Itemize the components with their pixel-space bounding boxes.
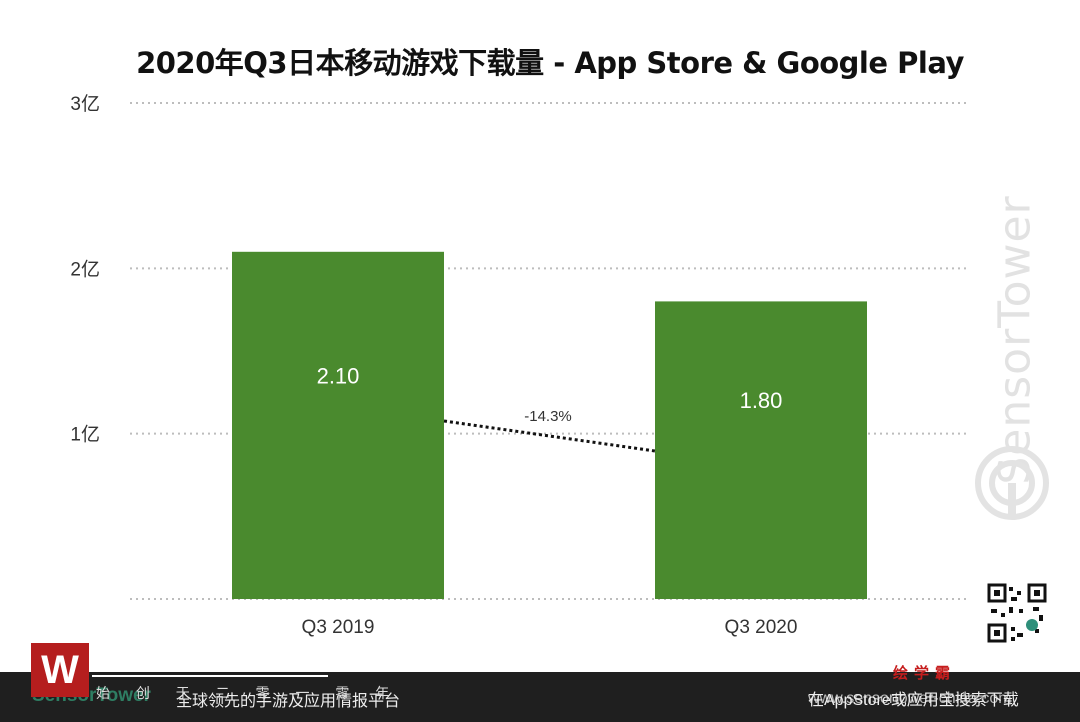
bar-value-label: 1.80	[740, 388, 783, 413]
sensortower-watermark-icon	[975, 446, 1049, 520]
qr-code-icon	[987, 583, 1047, 663]
y-tick-label: 3亿	[70, 93, 100, 115]
change-label: -14.3%	[524, 408, 572, 425]
brand-name: 绘学霸	[893, 665, 957, 682]
bar	[232, 251, 444, 600]
x-axis-labels: Q3 2019 Q3 2020	[302, 617, 798, 638]
footer-founded-text: 始 创 于 二 零 一 零 年	[96, 685, 401, 701]
change-line	[443, 419, 656, 453]
y-tick-label: 2亿	[70, 258, 100, 280]
brand-badge: W	[31, 643, 89, 697]
footer-bar	[0, 672, 1080, 722]
brand-underline	[92, 675, 328, 677]
x-tick-label: Q3 2020	[725, 617, 798, 638]
footer-download-text: 在AppStore或应用宝搜索下载	[808, 692, 1019, 709]
x-tick-label: Q3 2019	[302, 617, 375, 638]
watermark-text: SensorTower	[989, 195, 1041, 485]
bars: 2.10 1.80	[232, 251, 867, 600]
change-annotation: -14.3%	[443, 408, 656, 453]
chart-title: 2020年Q3日本移动游戏下载量 - App Store & Google Pl…	[136, 46, 964, 80]
y-tick-label: 1亿	[70, 424, 100, 446]
footer-url: www.sensortower-china.com	[808, 690, 1012, 707]
bar	[655, 301, 867, 599]
y-axis-ticks: 1亿 2亿 3亿	[70, 93, 100, 446]
bar-value-label: 2.10	[317, 363, 360, 388]
footer-tagline: 全球领先的手游及应用情报平台	[176, 693, 401, 710]
